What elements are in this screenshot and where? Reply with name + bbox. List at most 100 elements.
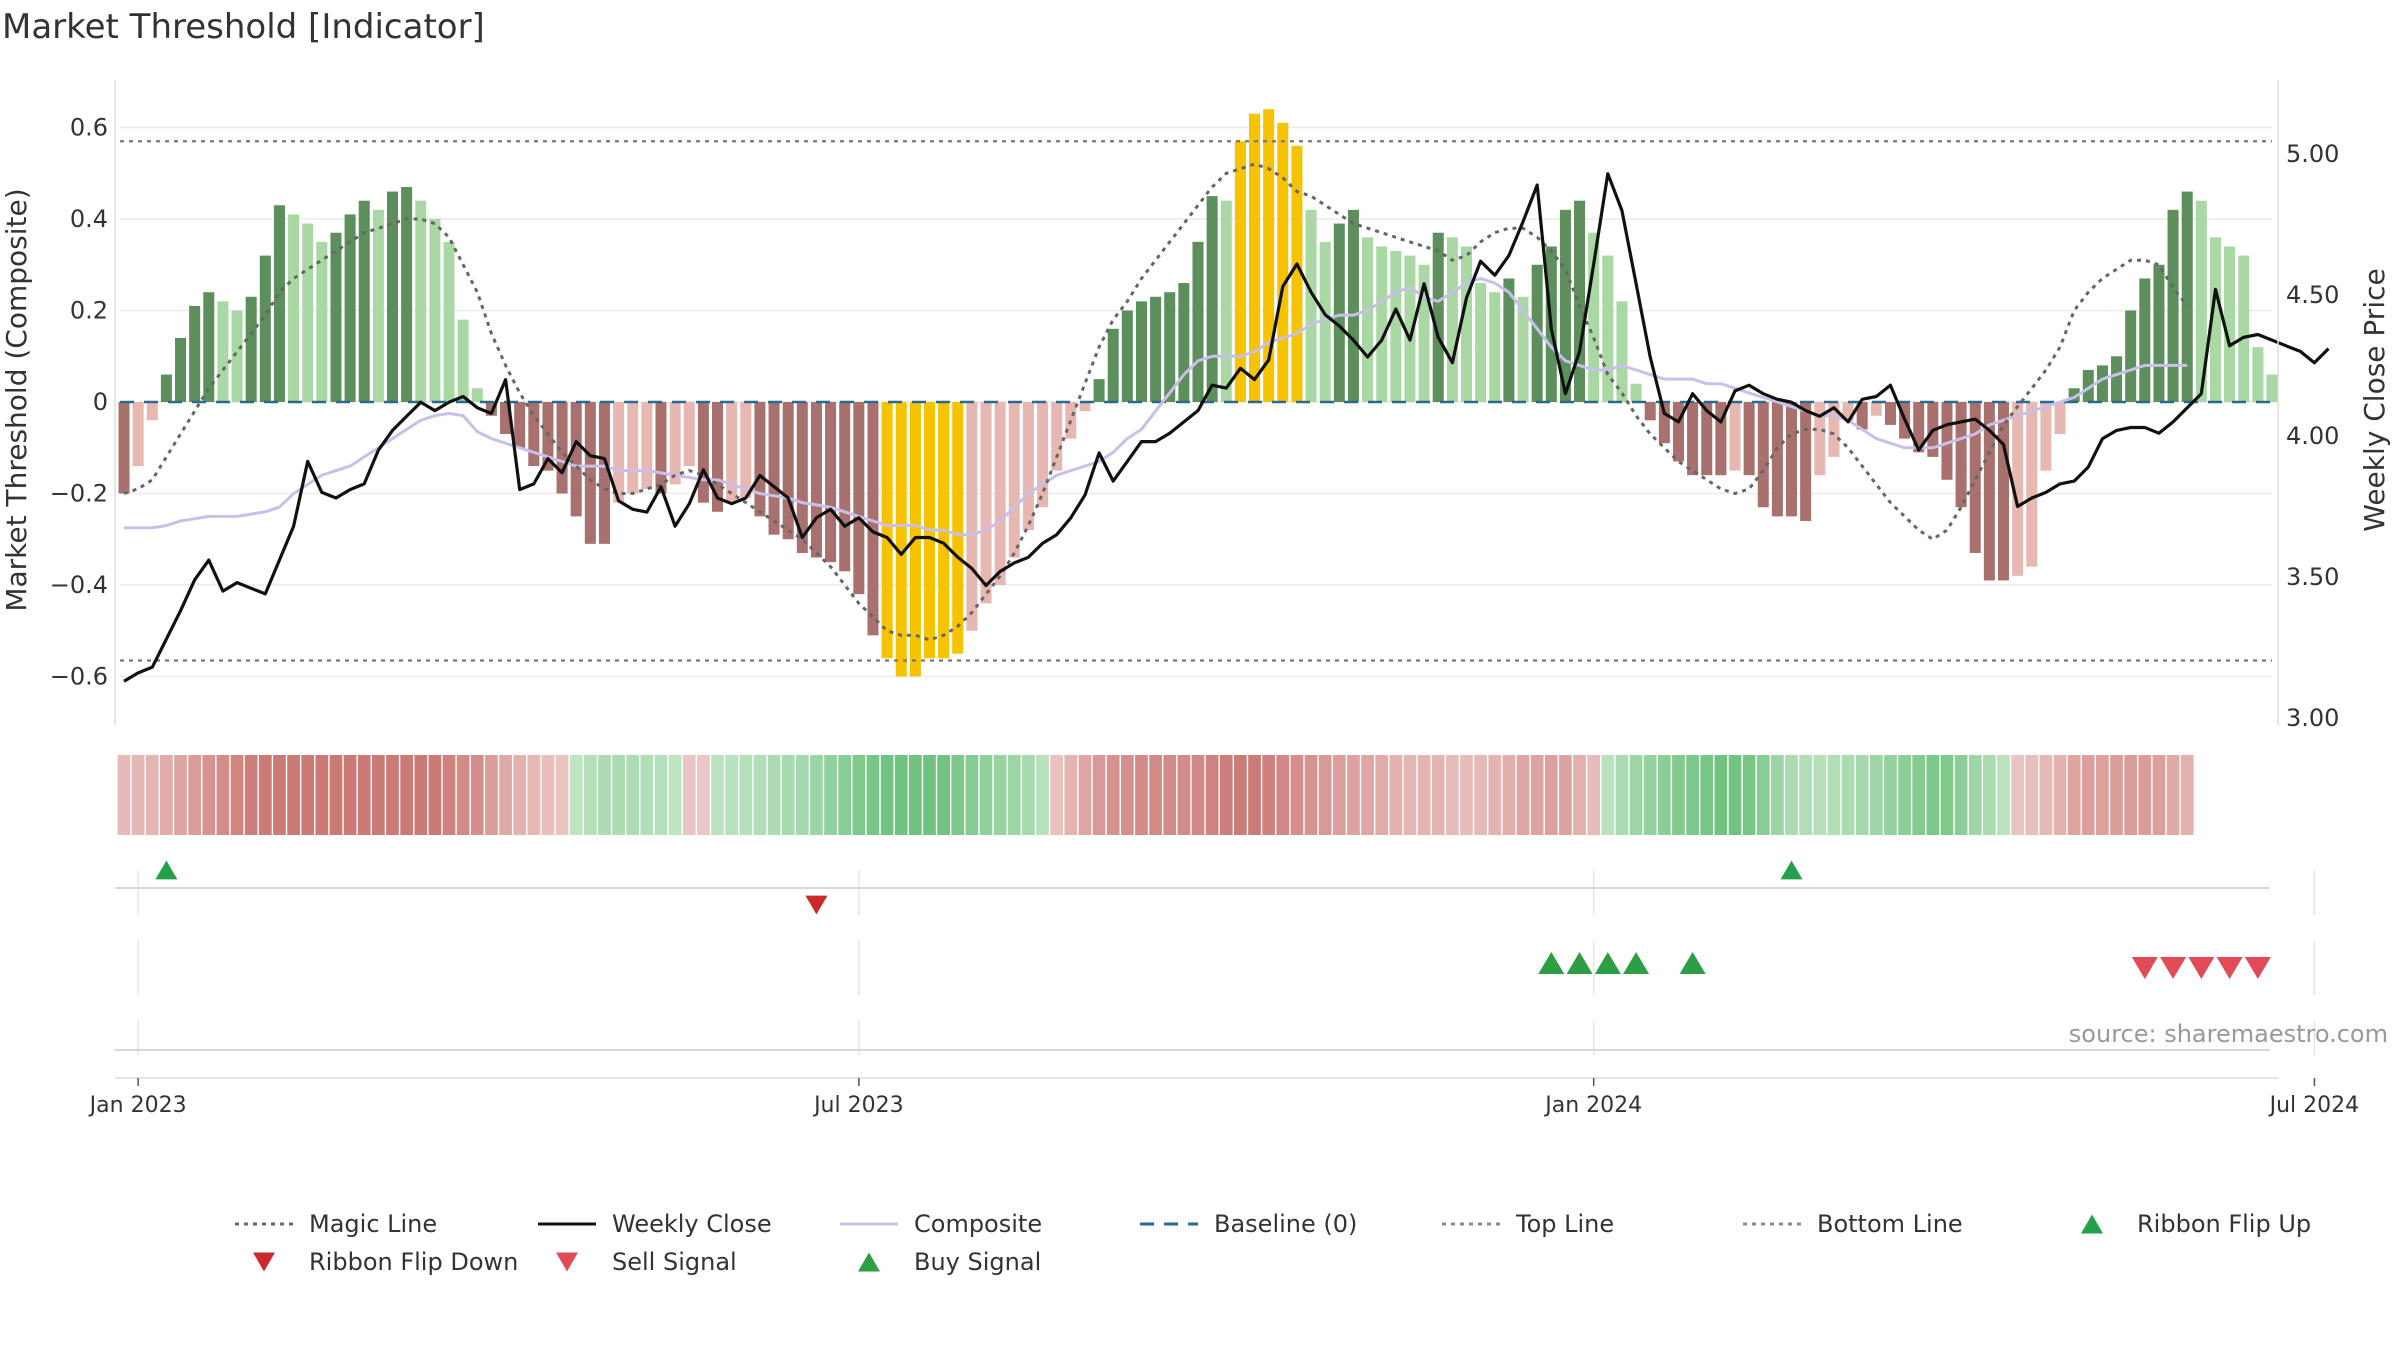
composite-bar (613, 402, 625, 503)
composite-bar (796, 402, 808, 553)
legend-label: Bottom Line (1817, 1210, 1963, 1238)
composite-bar (2096, 365, 2108, 402)
composite-bar (2026, 402, 2038, 567)
composite-bar (2153, 264, 2165, 402)
ribbon-cell (555, 755, 569, 835)
ribbon-cell (2138, 755, 2152, 835)
composite-bar (1602, 255, 1614, 402)
ribbon-cell (1544, 755, 1558, 835)
ribbon-cell (386, 755, 399, 835)
axes: 0.6 0.4 0.2 0 −0.2 −0.4 −0.6 5.00 4.50 4.00 3.50 3.… (50, 80, 2360, 1118)
ribbon-cell (1968, 755, 1982, 835)
ribbon-cell (1884, 755, 1897, 835)
sell-signal-marker (2188, 956, 2215, 980)
composite-bar (2209, 237, 2221, 402)
legend-item: Magic Line (235, 1210, 437, 1238)
buy-signal-marker (1538, 951, 1565, 975)
composite-bar (1771, 402, 1783, 517)
ribbon-cell (1629, 755, 1643, 835)
legend-item: Sell Signal (556, 1248, 737, 1276)
composite-bar (1206, 196, 1218, 402)
ribbon-cell (1177, 755, 1191, 835)
composite-bar (2111, 356, 2123, 402)
composite-bar (514, 402, 526, 448)
composite-bar (1022, 402, 1034, 531)
ribbon-strip (117, 755, 2194, 835)
ribbon-cell (824, 755, 837, 835)
ribbon-cell (258, 755, 272, 835)
ribbon-cell (1276, 755, 1290, 835)
y-tick-label: −0.6 (50, 663, 108, 691)
composite-bar (1743, 402, 1755, 476)
ribbon-cell (485, 755, 498, 835)
composite-bar (500, 402, 512, 435)
ribbon-cell (1149, 755, 1162, 835)
ribbon-cell (1106, 755, 1120, 835)
ribbon-cell (1756, 755, 1770, 835)
composite-bar (1263, 109, 1275, 402)
composite-bar (302, 223, 314, 402)
composite-bar (316, 241, 328, 402)
composite-bar (1065, 402, 1077, 439)
ribbon-cell (541, 755, 555, 835)
composite-bar (1037, 402, 1049, 508)
composite-bar (2224, 246, 2236, 402)
composite-bar (825, 402, 837, 563)
ribbon-cell (1120, 755, 1134, 835)
composite-bar (1376, 246, 1388, 402)
ribbon-cell (273, 755, 286, 835)
composite-bar (598, 402, 610, 544)
composite-bar (1107, 328, 1119, 402)
y-tick-label: 0.2 (70, 297, 108, 325)
composite-bar (1517, 296, 1529, 402)
composite-bar (697, 402, 709, 503)
composite-bar (1291, 145, 1303, 403)
ribbon-cell (287, 755, 300, 835)
ribbon-cell (1205, 755, 1219, 835)
composite-bar (118, 402, 130, 494)
ribbon-cell (2124, 755, 2138, 835)
ribbon-flip-up-marker (1780, 860, 1803, 880)
composite-bar (1884, 402, 1896, 425)
composite-bar (1121, 310, 1133, 402)
composite-bar (627, 402, 639, 494)
composite-bar (203, 292, 215, 402)
ribbon-cell (612, 755, 625, 835)
weekly-close-line (123, 172, 2330, 683)
composite-bar (259, 255, 271, 402)
ribbon-cell (1347, 755, 1360, 835)
ribbon-cell (1318, 755, 1332, 835)
ribbon-cell (1785, 755, 1798, 835)
ribbon-flip-down-marker (805, 895, 828, 915)
composite-bar (1983, 402, 1995, 581)
ribbon-cell (1361, 755, 1374, 835)
legend-label: Top Line (1515, 1210, 1614, 1238)
ribbon-cell (1573, 755, 1586, 835)
ribbon-cell (372, 755, 385, 835)
ribbon-cell (1997, 755, 2010, 835)
ribbon-cell (852, 755, 866, 835)
ribbon-cell (1403, 755, 1417, 835)
ribbon-cell (1587, 755, 1601, 835)
composite-bar (1941, 402, 1953, 480)
composite-bar (1192, 241, 1204, 402)
composite-bar (1757, 402, 1769, 508)
composite-bar (457, 319, 469, 402)
ribbon-cell (1332, 755, 1346, 835)
ribbon-cell (145, 755, 159, 835)
composite-bar (2139, 278, 2151, 402)
composite-bar (1432, 232, 1444, 402)
x-tick-label: Jul 2024 (2268, 1093, 2360, 1118)
ribbon-cell (202, 755, 216, 835)
ribbon-cell (767, 755, 781, 835)
composite-bar (1715, 402, 1727, 476)
ribbon-cell (442, 755, 456, 835)
ribbon-cell (1135, 755, 1148, 835)
ribbon-cell (1389, 755, 1403, 835)
composite-bar (372, 209, 384, 402)
legend-label: Magic Line (309, 1210, 437, 1238)
composite-bar (2195, 200, 2207, 402)
composite-bar (471, 388, 483, 402)
ribbon-cell (315, 755, 329, 835)
chart-title: Market Threshold [Indicator] (2, 7, 485, 47)
